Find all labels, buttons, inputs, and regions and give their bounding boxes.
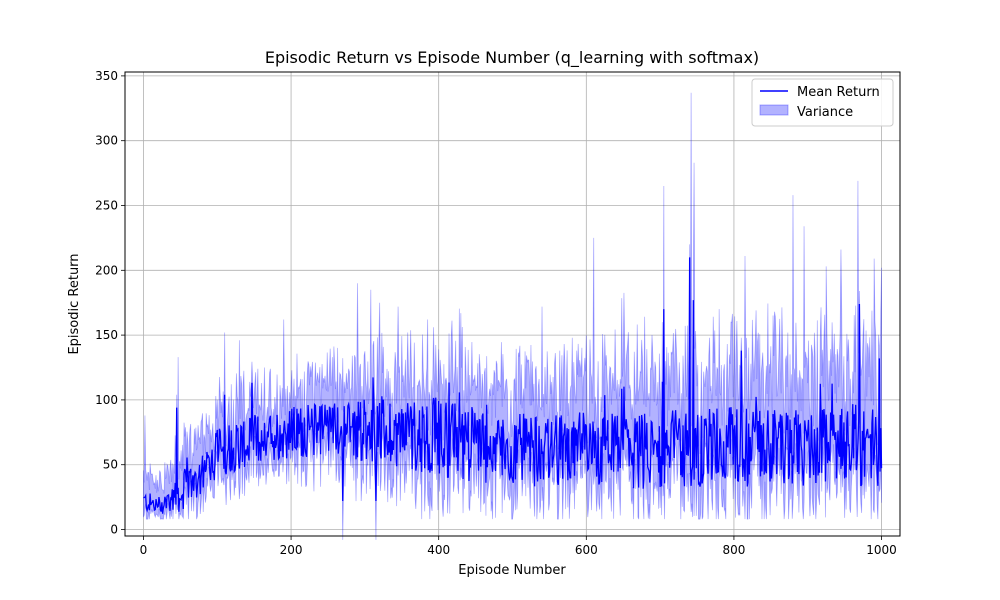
x-tick-label: 400 [427, 543, 450, 557]
x-tick-label: 200 [280, 543, 303, 557]
y-tick-label: 200 [95, 263, 118, 277]
y-tick-label: 100 [95, 393, 118, 407]
mean-return-line [143, 257, 883, 514]
plot-area-frame [124, 71, 901, 537]
y-tick-label: 0 [110, 523, 118, 537]
x-tick-label: 0 [140, 543, 148, 557]
x-axis-label: Episode Number [458, 563, 566, 578]
legend-swatch-variance [759, 104, 789, 116]
x-tick-label: 800 [722, 543, 745, 557]
y-tick-label: 50 [103, 458, 118, 472]
mean-return-line-layer [143, 257, 883, 514]
legend-label-variance: Variance [797, 105, 853, 120]
legend-label-mean-return: Mean Return [797, 85, 880, 100]
chart-title: Episodic Return vs Episode Number (q_lea… [265, 48, 759, 68]
y-tick-label: 250 [95, 198, 118, 212]
x-tick-label: 600 [575, 543, 598, 557]
y-tick-label: 300 [95, 134, 118, 148]
legend: Mean Return Variance [751, 78, 894, 127]
tick-layer: 0 200 400 600 800 1000 0 50 100 150 200 250 300 350 [95, 69, 897, 557]
y-axis-label: Episodic Return [67, 253, 82, 354]
y-tick-label: 350 [95, 69, 118, 83]
x-tick-label: 1000 [866, 543, 897, 557]
y-tick-label: 150 [95, 328, 118, 342]
grid-layer [125, 72, 900, 536]
